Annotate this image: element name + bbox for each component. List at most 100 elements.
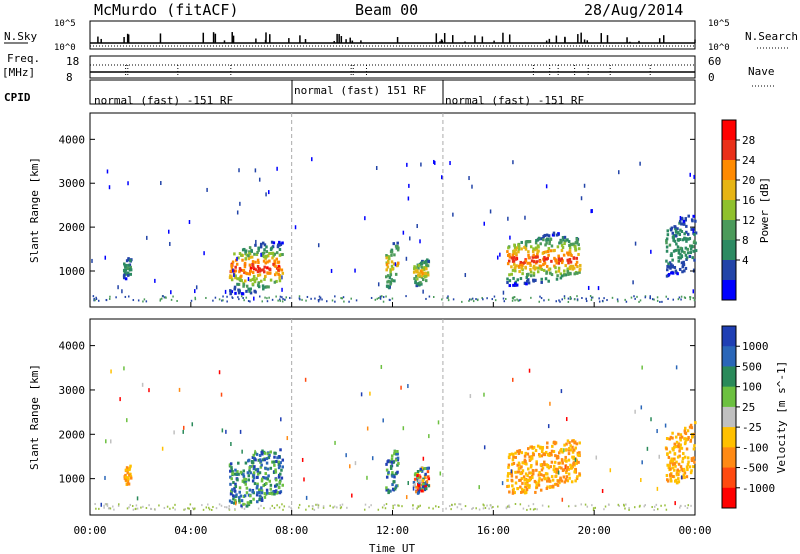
ground-scatter-point	[628, 507, 630, 510]
range-cell	[396, 458, 400, 462]
ground-scatter-point	[98, 507, 100, 510]
ground-scatter-point	[683, 296, 686, 299]
noise-point	[512, 377, 514, 382]
range-cell	[268, 492, 272, 496]
noise-point	[230, 441, 232, 446]
range-cell	[244, 482, 247, 486]
noise-point	[366, 426, 369, 431]
noise-point	[507, 216, 509, 221]
range-cell	[683, 250, 686, 254]
range-cell	[533, 278, 537, 282]
noise-point	[689, 172, 691, 177]
noise-point	[182, 429, 184, 434]
colorbar-segment	[722, 140, 736, 161]
range-cell	[281, 271, 285, 275]
colorbar-tick-label: 100	[742, 381, 762, 394]
range-cell	[246, 272, 249, 276]
range-cell	[558, 258, 561, 262]
ground-scatter-point	[478, 508, 481, 511]
range-cell	[385, 254, 388, 258]
ground-scatter-point	[273, 506, 276, 509]
range-cell	[251, 260, 255, 264]
range-cell	[691, 245, 695, 249]
range-cell	[548, 453, 551, 457]
ground-scatter-point	[464, 505, 467, 508]
noise-point	[489, 209, 492, 214]
ground-scatter-point	[194, 296, 196, 299]
range-cell	[274, 468, 277, 472]
ground-scatter-point	[618, 504, 620, 507]
range-cell	[249, 500, 253, 504]
range-cell	[667, 455, 671, 459]
range-cell	[525, 462, 528, 466]
noise-point	[173, 430, 175, 435]
ground-scatter-point	[172, 295, 174, 298]
range-cell	[521, 481, 524, 485]
cpid-panel: CPID normal (fast) -151 RF normal (fast)…	[4, 79, 696, 107]
range-cell	[676, 272, 679, 276]
range-cell	[681, 457, 685, 461]
range-cell	[507, 472, 510, 476]
ground-scatter-point	[205, 506, 208, 509]
noise-point	[408, 183, 410, 188]
colorbar-tick-label: -100	[742, 441, 769, 454]
range-cell	[389, 466, 393, 470]
range-cell	[261, 452, 264, 456]
range-cell	[253, 482, 257, 486]
range-cell	[572, 462, 575, 466]
ground-scatter-point	[331, 299, 334, 302]
range-cell	[567, 452, 571, 456]
range-cell	[508, 273, 511, 277]
range-cell	[576, 475, 579, 479]
range-cell	[534, 246, 538, 250]
range-cell	[524, 490, 528, 494]
range-cell	[506, 281, 509, 285]
range-cell	[560, 274, 564, 278]
noise-point	[692, 289, 695, 294]
range-cell	[553, 264, 556, 268]
range-cell	[682, 452, 685, 456]
range-cell	[420, 265, 423, 269]
range-cell	[417, 273, 420, 277]
range-cell	[241, 258, 244, 262]
ground-scatter-point	[201, 504, 203, 507]
range-cell	[511, 484, 514, 488]
range-cell	[530, 259, 534, 263]
range-cell	[394, 472, 398, 476]
range-cell	[387, 489, 391, 493]
range-cell	[674, 464, 677, 468]
range-cell	[275, 279, 278, 283]
range-cell	[249, 291, 253, 295]
range-cell	[676, 455, 680, 459]
range-cell	[556, 483, 560, 487]
range-cell	[238, 500, 241, 504]
range-cell	[549, 485, 552, 489]
ground-scatter-point	[318, 295, 321, 298]
noise-point	[127, 181, 129, 186]
range-cell	[526, 452, 530, 456]
range-cell	[412, 484, 416, 488]
ground-scatter-point	[321, 298, 323, 301]
range-cell	[512, 455, 515, 459]
range-cell	[544, 250, 547, 254]
ground-scatter-point	[447, 295, 449, 298]
range-cell	[258, 471, 262, 475]
ground-scatter-point	[289, 296, 291, 299]
range-cell	[524, 485, 528, 489]
range-cell	[681, 238, 685, 242]
ground-scatter-point	[428, 295, 431, 298]
range-cell	[524, 451, 528, 455]
range-cell	[424, 487, 428, 491]
range-cell	[674, 229, 678, 233]
ground-scatter-point	[249, 300, 251, 303]
range-cell	[240, 292, 244, 296]
range-cell	[391, 474, 394, 478]
ground-scatter-point	[667, 297, 669, 300]
range-cell	[507, 465, 510, 469]
range-cell	[276, 245, 280, 249]
power-frame	[89, 112, 696, 308]
range-cell	[693, 460, 696, 464]
range-cell	[386, 274, 390, 278]
ground-scatter-point	[279, 298, 281, 301]
